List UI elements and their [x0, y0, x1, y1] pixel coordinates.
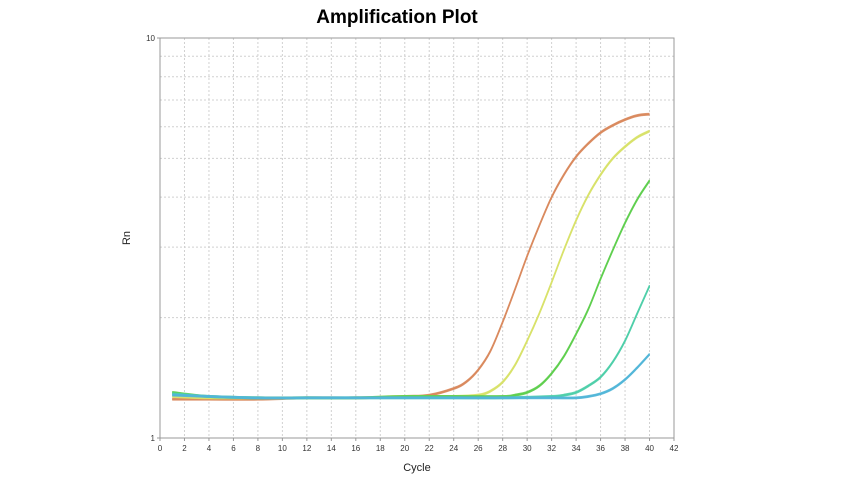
- x-tick-label-14: 28: [498, 444, 507, 453]
- series-2-replicate-2: [172, 131, 650, 399]
- series-3-replicate-2: [172, 180, 651, 399]
- chart-title: Amplification Plot: [316, 7, 478, 28]
- series-2-line: [172, 129, 650, 400]
- x-tick-label-0: 0: [158, 444, 163, 453]
- x-tick-label-6: 12: [302, 444, 311, 453]
- series-3-line: [172, 179, 651, 400]
- series-1-replicate-2: [172, 113, 650, 401]
- series-4-replicate-4: [172, 285, 651, 399]
- x-tick-label-10: 20: [400, 444, 409, 453]
- x-tick-label-1: 2: [182, 444, 187, 453]
- x-tick-label-11: 22: [425, 444, 434, 453]
- series-1-replicate-1: [172, 114, 650, 401]
- x-tick-label-19: 38: [621, 444, 630, 453]
- x-tick-label-5: 10: [278, 444, 287, 453]
- axis-ticks: 0 2 4 6 8 10 12 14 16 18 20 22 24 26 28 30 32 34 36 38 40 421…: [146, 34, 679, 453]
- series-3-replicate-3: [172, 180, 651, 399]
- series-5-replicate-5: [172, 352, 650, 398]
- series-2-replicate-1: [172, 131, 650, 400]
- series-5-line: [172, 352, 650, 400]
- x-tick-label-21: 42: [670, 444, 679, 453]
- series-1-replicate-3: [172, 113, 650, 400]
- plot-area: [159, 37, 675, 439]
- x-tick-label-16: 32: [547, 444, 556, 453]
- x-tick-label-17: 34: [572, 444, 581, 453]
- grid: [160, 38, 674, 438]
- series-4-replicate-2: [172, 286, 651, 399]
- series-3-replicate-5: [172, 179, 651, 398]
- series-4-replicate-3: [172, 285, 651, 399]
- x-tick-label-18: 36: [596, 444, 605, 453]
- y-axis-label: Rn: [121, 231, 133, 245]
- x-tick-label-13: 26: [474, 444, 483, 453]
- x-tick-label-3: 6: [231, 444, 236, 453]
- series-4-replicate-5: [172, 284, 651, 398]
- series-4-line: [172, 284, 651, 400]
- x-tick-label-20: 40: [645, 444, 654, 453]
- x-tick-label-12: 24: [449, 444, 458, 453]
- series-4-replicate-1: [172, 286, 651, 400]
- x-tick-label-8: 16: [351, 444, 360, 453]
- series-lines: [172, 112, 651, 401]
- series-2-replicate-5: [172, 129, 650, 398]
- series-2-replicate-3: [172, 130, 650, 399]
- series-3-replicate-4: [172, 179, 651, 399]
- series-2-replicate-4: [172, 130, 650, 399]
- x-tick-label-2: 4: [207, 444, 212, 453]
- y-tick-label-0: 1: [151, 434, 156, 443]
- series-1-line: [172, 112, 650, 401]
- x-tick-label-15: 30: [523, 444, 532, 453]
- x-tick-label-4: 8: [256, 444, 261, 453]
- y-tick-label-1: 10: [146, 34, 155, 43]
- x-tick-label-9: 18: [376, 444, 385, 453]
- x-axis-label: Cycle: [403, 462, 431, 474]
- series-1-replicate-4: [172, 113, 650, 400]
- x-tick-label-7: 14: [327, 444, 336, 453]
